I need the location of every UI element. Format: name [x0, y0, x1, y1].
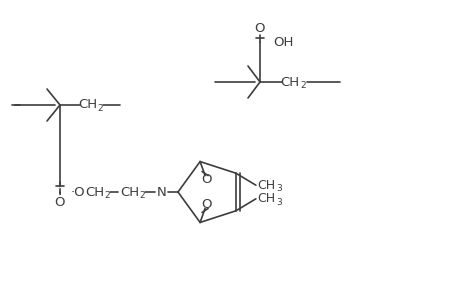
Text: N: N — [157, 185, 167, 199]
Text: 3: 3 — [275, 184, 281, 193]
Text: 3: 3 — [275, 198, 281, 207]
Text: 2: 2 — [299, 81, 305, 90]
Text: CH: CH — [85, 185, 104, 199]
Text: 2: 2 — [104, 191, 109, 200]
Text: CH: CH — [280, 76, 299, 88]
Text: 2: 2 — [97, 104, 102, 113]
Text: C: C — [56, 185, 64, 199]
Text: ·O: ·O — [71, 185, 85, 199]
Text: 2: 2 — [139, 191, 144, 200]
Text: O: O — [254, 22, 265, 34]
Text: CH: CH — [120, 185, 139, 199]
Text: CH: CH — [256, 179, 274, 192]
Text: O: O — [201, 173, 211, 186]
Text: O: O — [55, 196, 65, 208]
Text: O: O — [201, 198, 211, 211]
Text: OH: OH — [272, 35, 292, 49]
Text: CH: CH — [78, 98, 97, 112]
Text: CH: CH — [256, 192, 274, 205]
